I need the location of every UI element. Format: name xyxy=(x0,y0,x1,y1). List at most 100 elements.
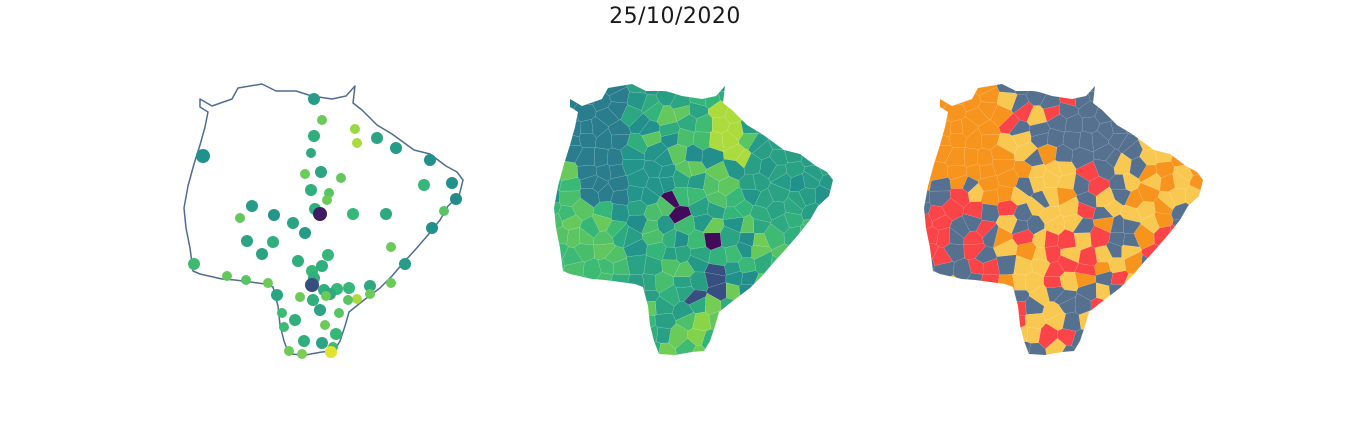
region xyxy=(1119,204,1142,223)
region xyxy=(1138,100,1155,119)
bubble-point xyxy=(277,308,287,318)
region xyxy=(673,276,692,289)
region xyxy=(752,94,772,108)
region xyxy=(763,84,786,97)
region xyxy=(996,254,1017,275)
region xyxy=(579,297,602,318)
region xyxy=(924,84,933,98)
region xyxy=(1112,340,1130,355)
region xyxy=(554,130,562,150)
region xyxy=(1026,214,1045,235)
region xyxy=(554,116,566,135)
region xyxy=(981,342,1003,355)
region xyxy=(558,325,575,344)
region xyxy=(815,120,833,143)
bubble-point xyxy=(241,235,253,247)
region xyxy=(1153,212,1174,229)
region xyxy=(562,120,582,138)
region xyxy=(799,255,820,277)
region xyxy=(924,172,932,192)
region xyxy=(931,84,948,98)
region xyxy=(929,91,948,109)
region xyxy=(642,273,657,291)
region xyxy=(1024,313,1047,329)
region xyxy=(1108,257,1127,274)
bubble-point xyxy=(316,337,328,349)
region xyxy=(1096,121,1114,141)
region xyxy=(1103,318,1122,335)
region xyxy=(767,344,787,355)
region xyxy=(1121,244,1143,260)
region xyxy=(593,287,613,307)
bubble-point xyxy=(450,193,462,205)
region xyxy=(561,337,586,355)
region xyxy=(928,325,945,344)
region xyxy=(642,301,657,316)
bubble-point xyxy=(287,217,299,229)
region xyxy=(1123,342,1141,355)
region xyxy=(1140,91,1161,114)
region xyxy=(1137,344,1157,355)
region xyxy=(1140,172,1162,192)
region xyxy=(924,116,936,135)
region xyxy=(806,243,824,265)
region xyxy=(924,147,932,159)
bubble-point xyxy=(399,258,411,270)
region xyxy=(750,84,770,96)
region xyxy=(566,226,581,248)
region xyxy=(992,340,1019,355)
region xyxy=(977,147,994,167)
region xyxy=(924,130,932,150)
bubble-point xyxy=(426,222,438,234)
bubble-point xyxy=(418,179,430,191)
region xyxy=(1152,313,1172,331)
bubble-point xyxy=(371,132,383,144)
region xyxy=(1169,223,1186,247)
region xyxy=(926,160,949,181)
region xyxy=(611,342,633,355)
region xyxy=(784,269,805,289)
region xyxy=(622,340,649,355)
region xyxy=(948,132,967,149)
bubble-point xyxy=(284,346,294,356)
region xyxy=(924,226,939,245)
region xyxy=(980,273,1000,292)
region xyxy=(557,303,581,318)
region xyxy=(1172,218,1189,236)
region xyxy=(783,88,805,108)
region xyxy=(724,330,745,346)
region xyxy=(1170,273,1193,294)
bubble-map-panel xyxy=(183,83,464,359)
bubble-point xyxy=(308,93,320,105)
bubble-point xyxy=(380,208,392,220)
region xyxy=(1012,301,1027,316)
region xyxy=(1157,242,1178,263)
region xyxy=(945,84,964,96)
region xyxy=(963,342,987,355)
region xyxy=(1076,191,1097,209)
region xyxy=(800,340,821,355)
region xyxy=(783,106,806,125)
region xyxy=(816,84,833,93)
region xyxy=(818,105,833,125)
bubble-point xyxy=(313,207,327,221)
region xyxy=(818,132,833,151)
region xyxy=(991,320,1012,345)
bubble-point xyxy=(336,173,346,183)
region xyxy=(924,284,941,302)
bubble-point xyxy=(325,346,337,358)
region xyxy=(1120,84,1140,96)
region xyxy=(554,284,571,302)
region xyxy=(924,272,931,293)
region xyxy=(626,254,647,275)
region xyxy=(1176,243,1194,265)
region xyxy=(982,288,998,305)
region xyxy=(740,118,758,134)
region xyxy=(1157,302,1172,321)
region xyxy=(689,84,708,96)
region xyxy=(936,226,951,248)
region xyxy=(1141,297,1164,318)
region xyxy=(1105,148,1122,169)
region xyxy=(554,289,577,306)
region xyxy=(784,256,800,271)
